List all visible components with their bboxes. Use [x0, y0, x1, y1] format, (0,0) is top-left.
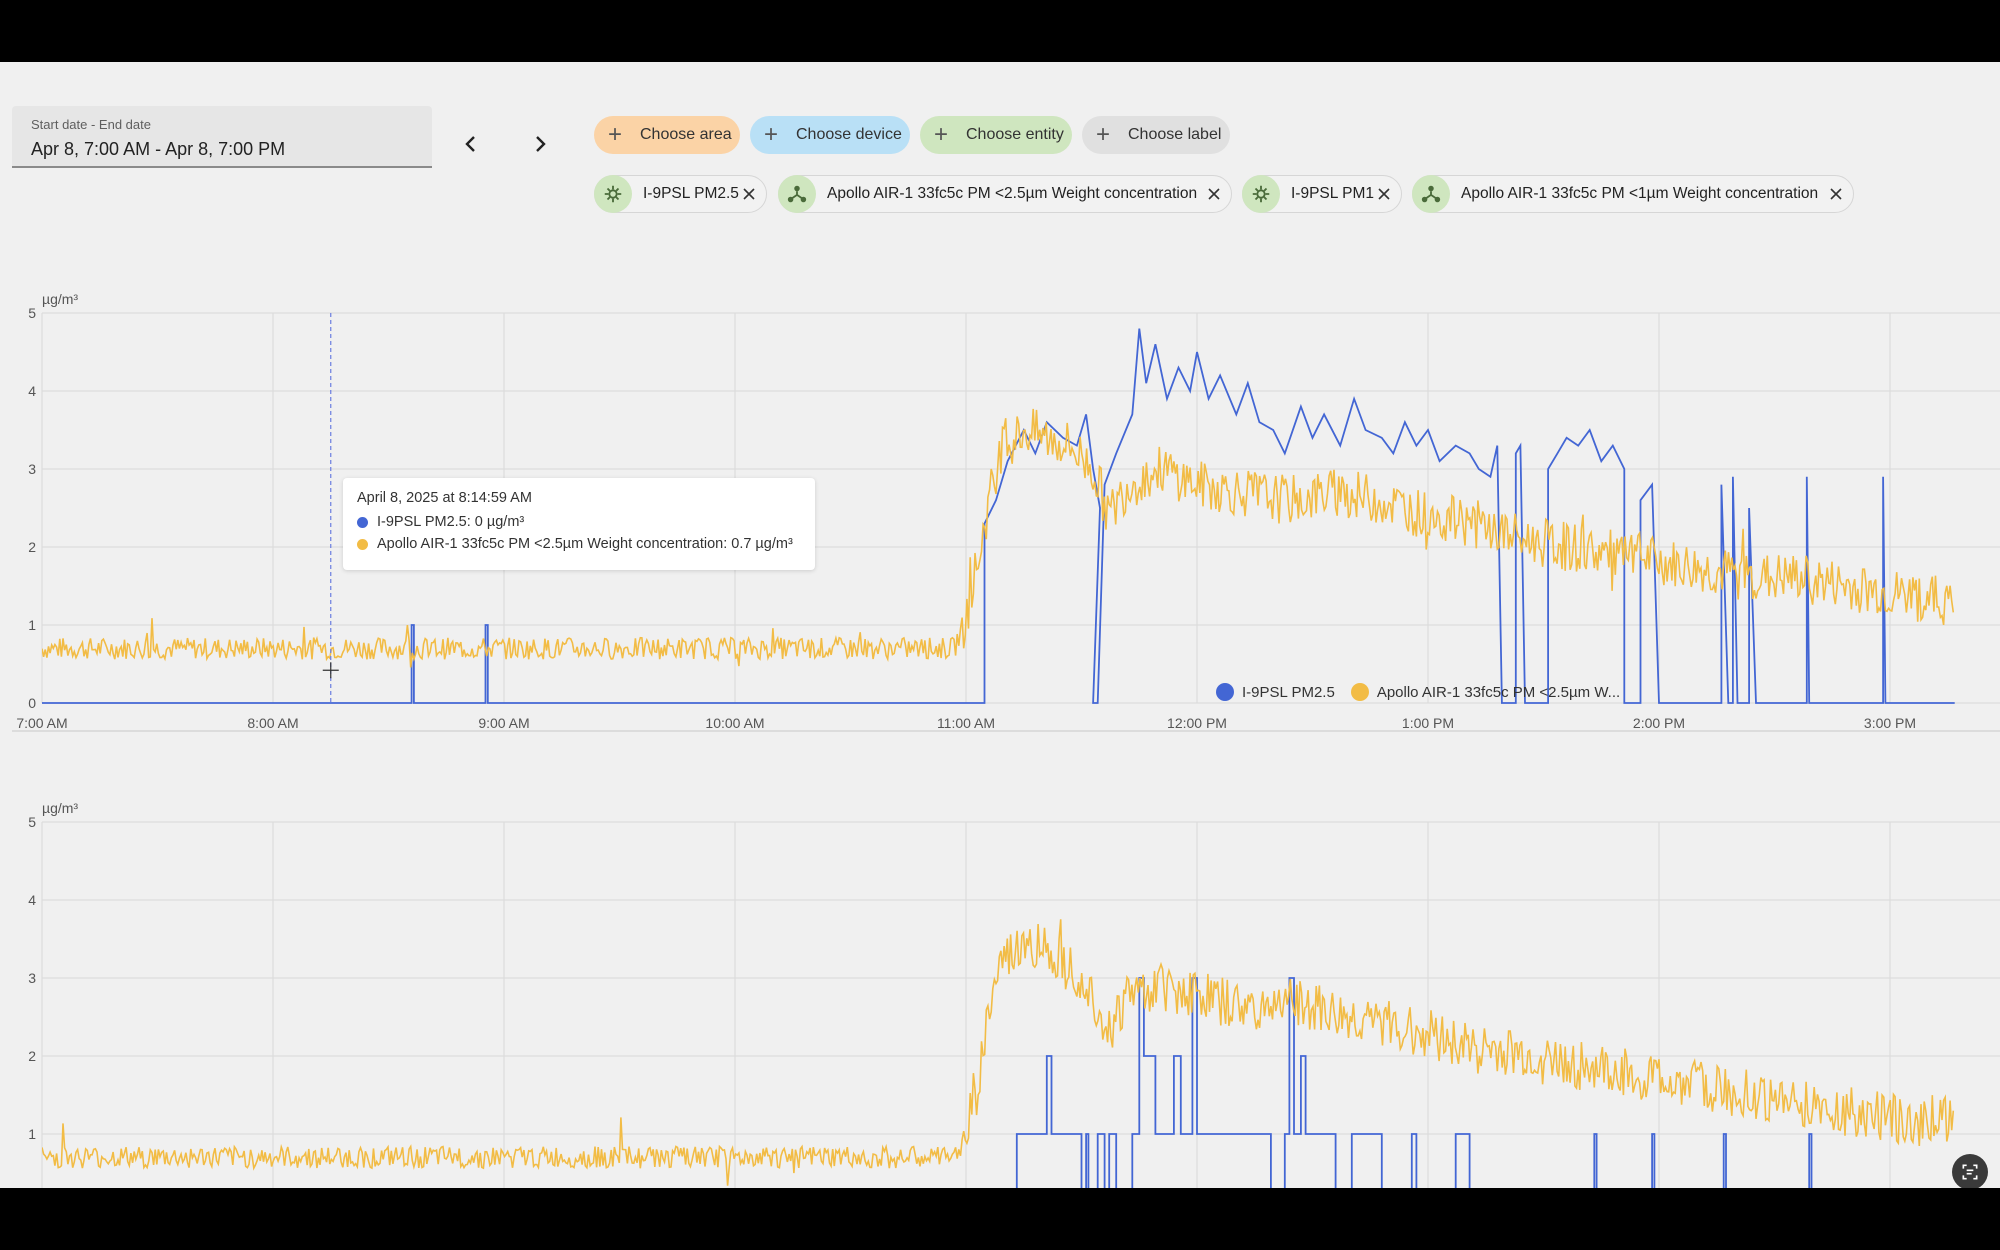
tooltip-row-text: I-9PSL PM2.5: 0 µg/m³ [377, 514, 525, 530]
choose-label-label: Choose label [1128, 126, 1222, 143]
x-tick-label: 9:00 AM [478, 715, 529, 731]
x-tick-label: 1:00 PM [1402, 715, 1454, 731]
y-tick-label: 3 [28, 970, 36, 986]
plus-icon: + [763, 121, 778, 148]
series-line [42, 328, 1955, 704]
close-icon[interactable] [1827, 185, 1845, 203]
close-icon[interactable] [740, 185, 758, 203]
legend-item-apollo-pm25[interactable]: Apollo AIR-1 33fc5c PM <2.5µm W... [1350, 683, 1621, 701]
choose-device-label: Choose device [796, 126, 902, 143]
y-unit-label: µg/m³ [42, 291, 78, 307]
x-tick-label: 11:00 AM [937, 715, 995, 731]
series-line [42, 919, 1955, 1186]
legend-color-dot [1350, 683, 1369, 701]
date-range-picker[interactable]: Start date - End date Apr 8, 7:00 AM - A… [12, 106, 432, 168]
chart-divider [12, 730, 2000, 732]
chevron-left-icon [465, 136, 475, 152]
target-chip-label: I-9PSL PM1 [1291, 185, 1374, 202]
x-tick-label: 8:00 AM [247, 715, 298, 731]
y-tick-label: 2 [28, 539, 36, 555]
device-hub-icon [778, 175, 816, 213]
legend-label: Apollo AIR-1 33fc5c PM <2.5µm W... [1376, 683, 1621, 701]
pm25-history-chart[interactable]: 0 1 2 3 4 5 7:00 AM 8:00 AM 9:00 AM 10:00 AM 11:00… [0, 222, 2000, 742]
x-tick-label: 7:00 AM [16, 715, 67, 731]
series-line [42, 408, 1955, 668]
y-tick-label: 5 [28, 814, 36, 830]
next-period-button[interactable] [520, 124, 560, 164]
choose-device-button[interactable]: + Choose device [750, 116, 910, 154]
crosshair-icon [322, 662, 339, 679]
target-chip-apollo-pm25[interactable]: Apollo AIR-1 33fc5c PM <2.5µm Weight con… [778, 175, 1232, 213]
tooltip-color-dot [357, 516, 368, 528]
y-tick-label: 1 [28, 617, 36, 633]
plus-icon: + [1095, 121, 1110, 148]
tooltip-row-text: Apollo AIR-1 33fc5c PM <2.5µm Weight con… [377, 536, 793, 552]
sensor-icon [1242, 175, 1280, 213]
chevron-right-icon [536, 136, 546, 152]
choose-label-button[interactable]: + Choose label [1082, 116, 1230, 154]
tooltip-color-dot [357, 538, 368, 550]
close-icon[interactable] [1375, 185, 1393, 203]
x-tick-label: 2:00 PM [1633, 715, 1685, 731]
date-range-value: Apr 8, 7:00 AM - Apr 8, 7:00 PM [31, 139, 286, 159]
close-icon[interactable] [1205, 185, 1223, 203]
date-range-label: Start date - End date [31, 117, 151, 132]
previous-period-button[interactable] [451, 124, 491, 164]
legend-item-i9psl-pm25[interactable]: I-9PSL PM2.5 [1216, 683, 1335, 701]
plus-icon: + [607, 121, 622, 148]
y-tick-label: 2 [28, 1048, 36, 1064]
y-tick-label: 4 [28, 383, 36, 399]
series-line [1015, 977, 1813, 1188]
choose-area-button[interactable]: + Choose area [594, 116, 740, 154]
y-tick-label: 4 [28, 892, 36, 908]
y-unit-label: µg/m³ [42, 800, 78, 816]
tooltip-row: I-9PSL PM2.5: 0 µg/m³ [357, 511, 801, 533]
sensor-icon [594, 175, 632, 213]
y-tick-label: 3 [28, 461, 36, 477]
x-tick-label: 3:00 PM [1864, 715, 1916, 731]
choose-entity-button[interactable]: + Choose entity [920, 116, 1072, 154]
tooltip-row: Apollo AIR-1 33fc5c PM <2.5µm Weight con… [357, 533, 801, 555]
target-chip-label: Apollo AIR-1 33fc5c PM <2.5µm Weight con… [827, 185, 1198, 202]
history-panel: Start date - End date Apr 8, 7:00 AM - A… [0, 62, 2000, 1188]
y-tick-label: 1 [28, 1126, 36, 1142]
screenshot-action-button[interactable] [1952, 1154, 1988, 1188]
target-chip-i9psl-pm25[interactable]: I-9PSL PM2.5 [594, 175, 767, 213]
plus-icon: + [933, 121, 948, 148]
y-tick-label: 0 [28, 695, 36, 711]
x-tick-label: 12:00 PM [1167, 715, 1227, 731]
tooltip-title: April 8, 2025 at 8:14:59 AM [357, 490, 532, 506]
choose-area-label: Choose area [640, 126, 732, 143]
target-chip-apollo-pm1[interactable]: Apollo AIR-1 33fc5c PM <1µm Weight conce… [1412, 175, 1854, 213]
chart-legend: I-9PSL PM2.5 Apollo AIR-1 33fc5c PM <2.5… [1216, 683, 1636, 701]
target-chip-label: Apollo AIR-1 33fc5c PM <1µm Weight conce… [1461, 185, 1819, 202]
choose-entity-label: Choose entity [966, 126, 1064, 143]
chart-tooltip: April 8, 2025 at 8:14:59 AM I-9PSL PM2.5… [343, 478, 815, 570]
legend-label: I-9PSL PM2.5 [1242, 683, 1335, 701]
device-hub-icon [1412, 175, 1450, 213]
legend-color-dot [1216, 683, 1234, 701]
y-tick-label: 5 [28, 305, 36, 321]
screenshot-icon [1962, 1164, 1978, 1180]
x-tick-label: 10:00 AM [705, 715, 764, 731]
target-chip-i9psl-pm1[interactable]: I-9PSL PM1 [1242, 175, 1402, 213]
target-chip-label: I-9PSL PM2.5 [643, 185, 739, 202]
